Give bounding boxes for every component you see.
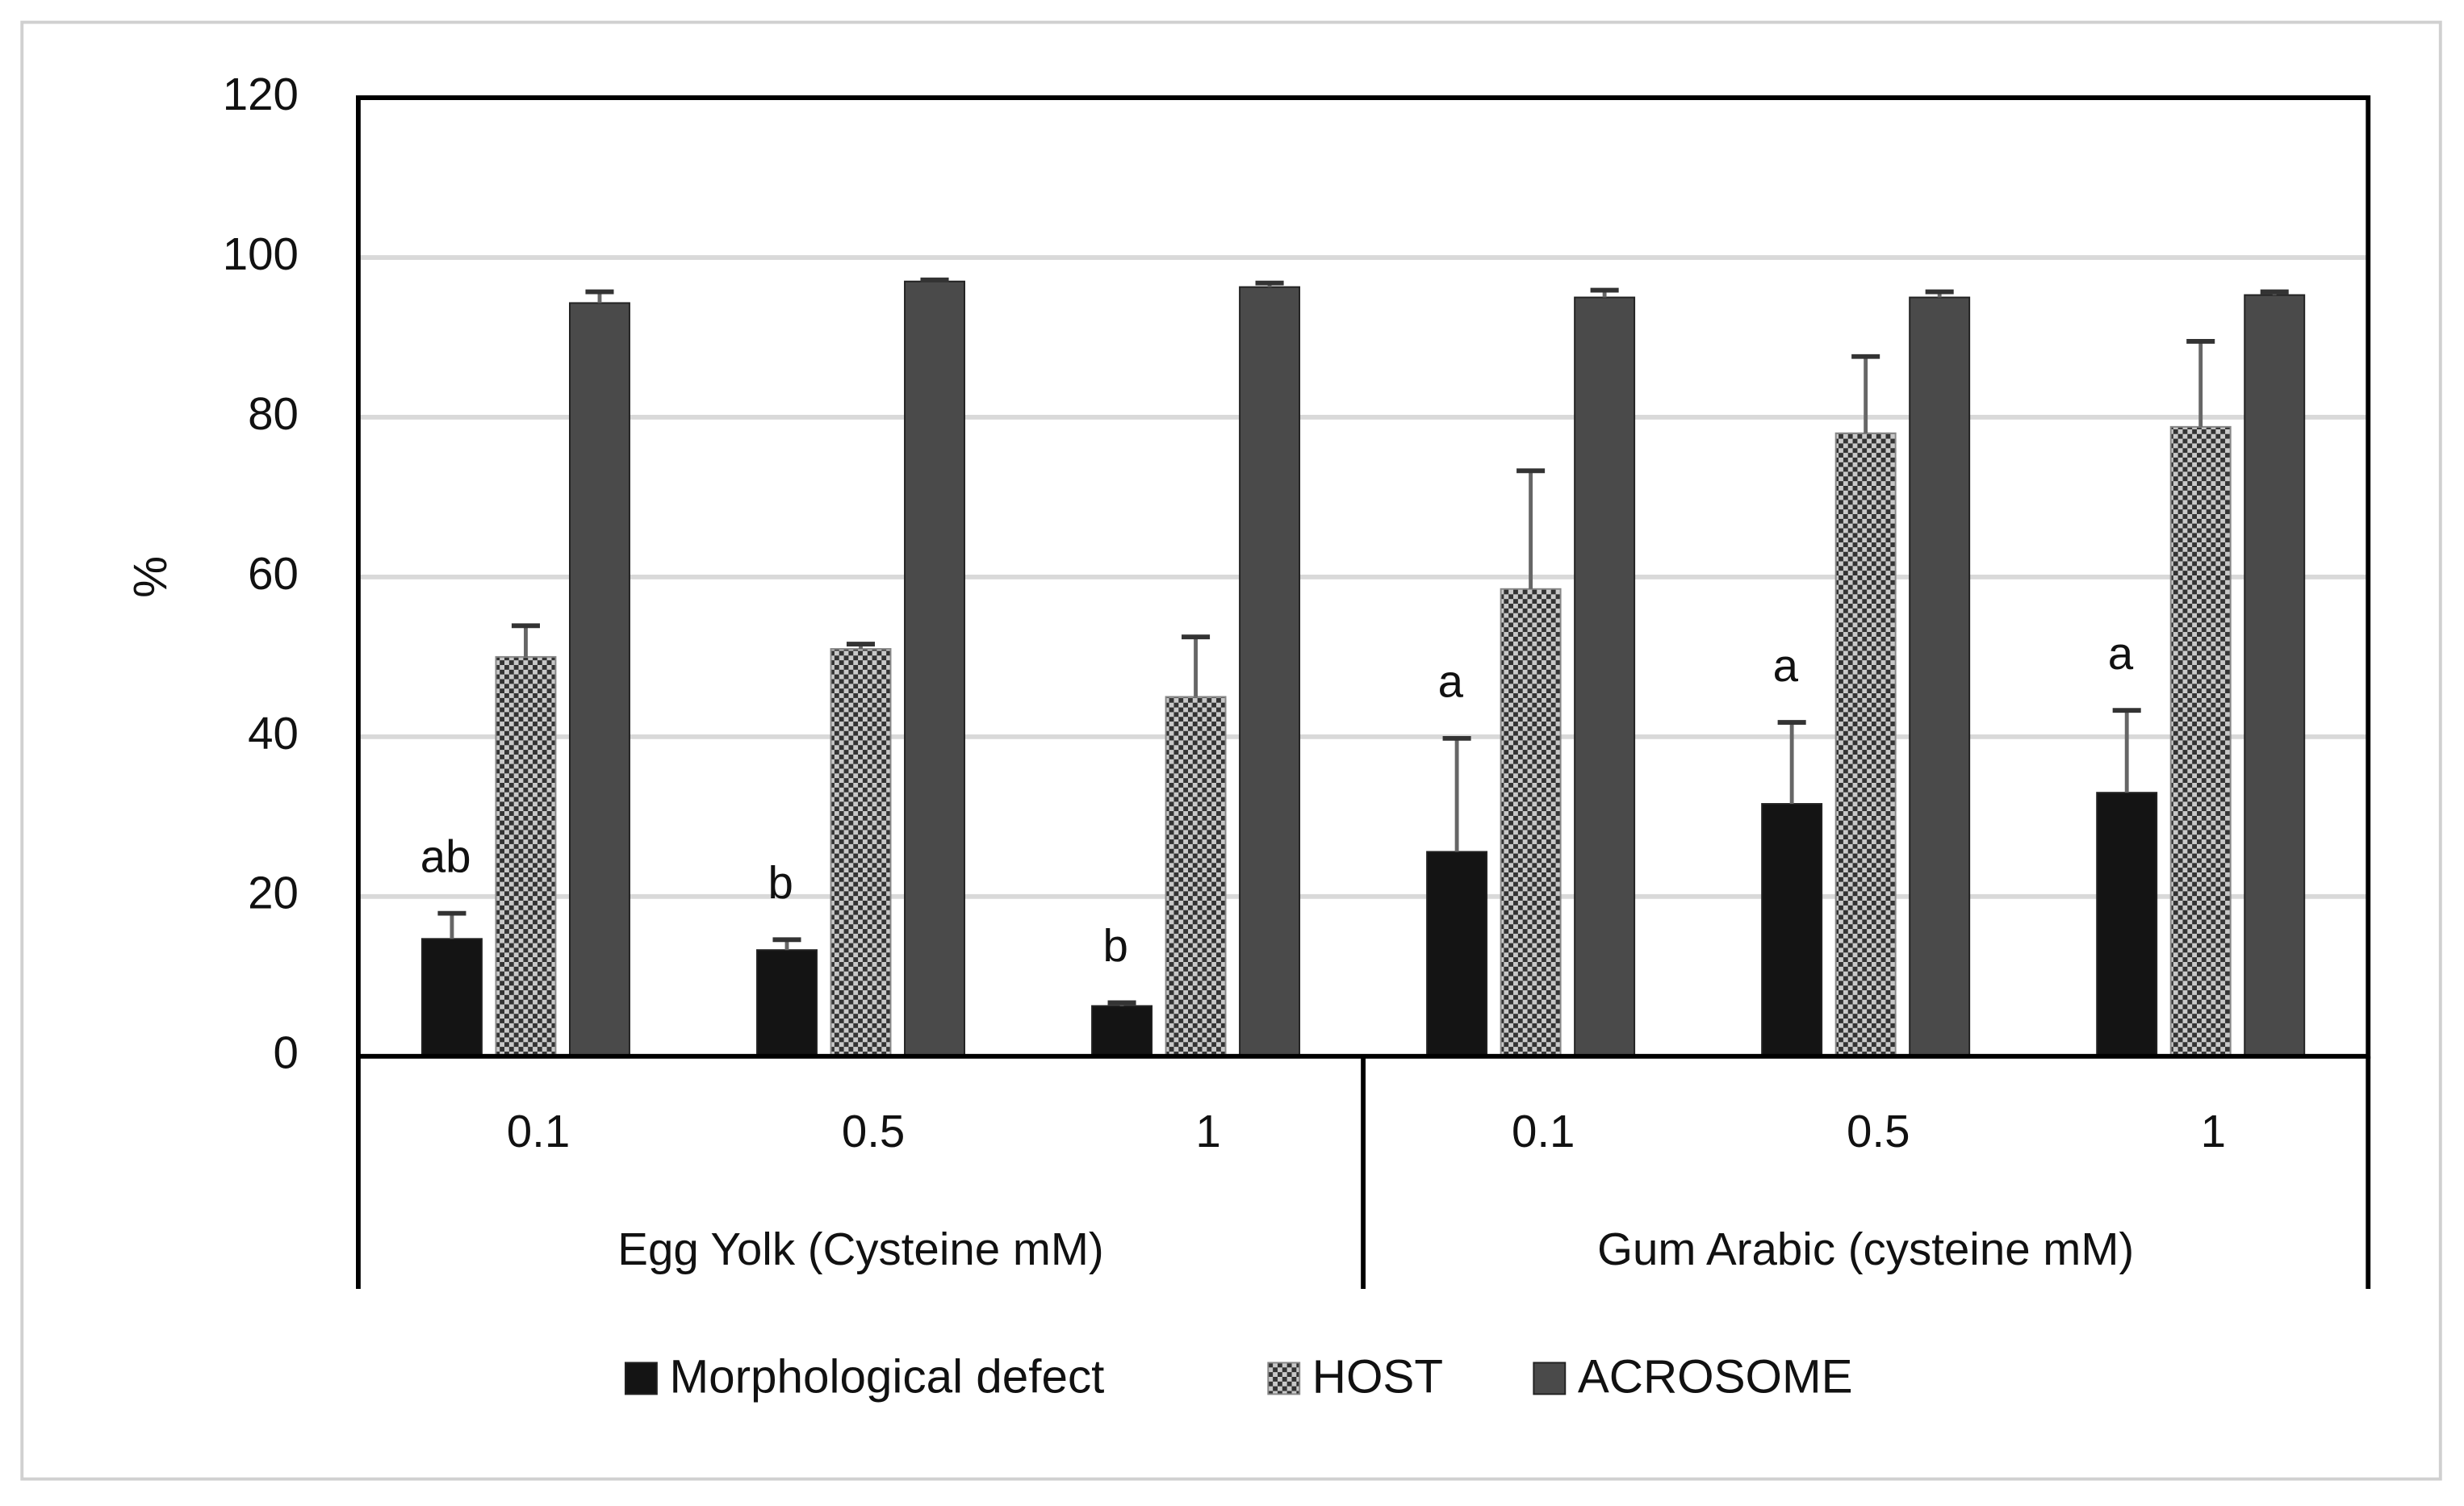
bar — [830, 648, 892, 1057]
x-tick-label: 1 — [2201, 1106, 2226, 1157]
y-tick-label: 120 — [223, 69, 299, 119]
bar — [756, 949, 818, 1057]
bar — [1239, 286, 1301, 1057]
x-tick-label: 0.1 — [1512, 1106, 1575, 1157]
bar — [1165, 696, 1227, 1057]
significance-letter: a — [1773, 640, 1799, 691]
y-tick-label: 60 — [248, 548, 299, 599]
significance-letter: b — [1103, 920, 1128, 971]
x-tick-label: 0.5 — [842, 1106, 905, 1157]
legend-swatch — [1533, 1362, 1567, 1395]
y-tick-label: 80 — [248, 388, 299, 439]
bar — [1761, 803, 1823, 1057]
x-tick-label: 0.5 — [1847, 1106, 1910, 1157]
legend-swatch — [1267, 1362, 1301, 1395]
bar — [1426, 851, 1488, 1057]
y-tick-label: 40 — [248, 708, 299, 759]
bar — [904, 280, 965, 1057]
legend-swatch — [624, 1362, 658, 1395]
bar — [2096, 792, 2158, 1057]
bar — [1834, 432, 1897, 1057]
chart-border — [20, 20, 2442, 1481]
x-tick-label: 0.1 — [507, 1106, 570, 1157]
bar — [1909, 296, 1971, 1057]
legend-label: Morphological defect — [669, 1350, 1104, 1403]
bar — [1574, 296, 1636, 1057]
significance-letter: a — [1438, 656, 1464, 707]
x-tick-label: 1 — [1195, 1106, 1220, 1157]
bar — [2169, 425, 2232, 1057]
y-tick-label: 20 — [248, 868, 299, 918]
group-label: Gum Arabic (cysteine mM) — [1597, 1224, 2134, 1274]
bar — [1091, 1005, 1153, 1057]
bar — [569, 302, 630, 1057]
group-label: Egg Yolk (Cysteine mM) — [617, 1224, 1103, 1274]
legend-label: ACROSOME — [1578, 1350, 1853, 1403]
bar — [495, 655, 557, 1057]
significance-letter: ab — [420, 830, 471, 881]
legend-label: HOST — [1312, 1350, 1443, 1403]
y-tick-label: 0 — [274, 1027, 299, 1078]
bar — [2244, 294, 2306, 1057]
significance-letter: a — [2108, 628, 2134, 679]
y-tick-label: 100 — [223, 228, 299, 279]
significance-letter: b — [768, 857, 793, 908]
y-axis-label: % — [124, 556, 177, 598]
bar — [420, 938, 483, 1057]
bar — [1500, 588, 1562, 1057]
